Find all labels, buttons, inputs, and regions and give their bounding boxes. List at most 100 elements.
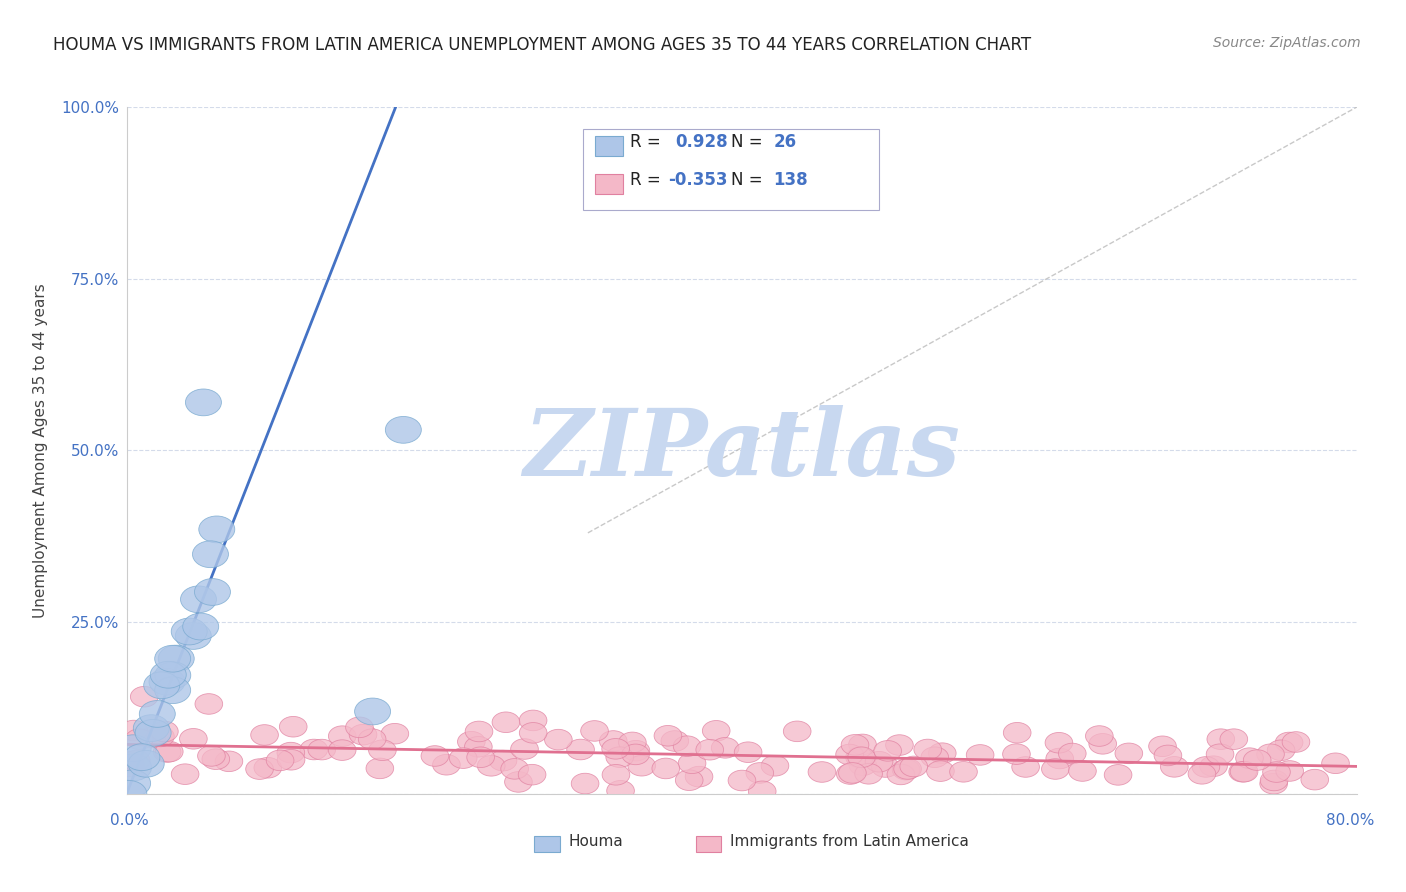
Ellipse shape: [1188, 764, 1216, 784]
Ellipse shape: [1199, 756, 1227, 777]
Y-axis label: Unemployment Among Ages 35 to 44 years: Unemployment Among Ages 35 to 44 years: [32, 283, 48, 618]
Ellipse shape: [673, 736, 702, 756]
Text: Houma: Houma: [568, 834, 623, 848]
Ellipse shape: [254, 757, 281, 778]
Ellipse shape: [381, 723, 409, 744]
Ellipse shape: [1115, 743, 1143, 764]
Ellipse shape: [567, 739, 595, 760]
Ellipse shape: [783, 721, 811, 741]
Ellipse shape: [1149, 736, 1177, 756]
Ellipse shape: [1260, 770, 1288, 790]
Ellipse shape: [329, 726, 356, 747]
Ellipse shape: [366, 758, 394, 779]
Ellipse shape: [875, 740, 901, 761]
Ellipse shape: [450, 747, 477, 768]
Ellipse shape: [193, 541, 228, 567]
Ellipse shape: [277, 749, 305, 770]
Ellipse shape: [1243, 750, 1271, 771]
Ellipse shape: [900, 756, 928, 777]
Ellipse shape: [808, 762, 835, 782]
Ellipse shape: [346, 717, 373, 738]
Ellipse shape: [1046, 748, 1074, 769]
Ellipse shape: [128, 750, 165, 777]
Ellipse shape: [115, 752, 143, 772]
Ellipse shape: [628, 756, 655, 776]
Ellipse shape: [928, 743, 956, 764]
Ellipse shape: [849, 755, 877, 775]
Ellipse shape: [621, 744, 650, 764]
Ellipse shape: [1301, 769, 1329, 790]
Ellipse shape: [1322, 753, 1350, 773]
Ellipse shape: [143, 672, 180, 698]
Ellipse shape: [153, 741, 181, 763]
Ellipse shape: [385, 417, 422, 443]
Ellipse shape: [111, 780, 146, 807]
Ellipse shape: [581, 721, 609, 741]
Ellipse shape: [886, 735, 914, 756]
Ellipse shape: [215, 751, 243, 772]
Ellipse shape: [607, 780, 634, 801]
Ellipse shape: [194, 579, 231, 606]
Ellipse shape: [734, 742, 762, 763]
Ellipse shape: [606, 747, 634, 767]
Ellipse shape: [652, 758, 679, 779]
Ellipse shape: [571, 773, 599, 794]
Ellipse shape: [198, 746, 225, 766]
Ellipse shape: [198, 516, 235, 542]
Ellipse shape: [1059, 743, 1085, 764]
Ellipse shape: [505, 772, 533, 792]
Ellipse shape: [464, 737, 492, 757]
Text: N =: N =: [731, 133, 762, 151]
Ellipse shape: [1230, 762, 1258, 782]
Ellipse shape: [489, 750, 517, 771]
Ellipse shape: [841, 734, 869, 756]
Ellipse shape: [696, 739, 724, 760]
Ellipse shape: [1257, 744, 1284, 764]
Ellipse shape: [195, 694, 222, 714]
Ellipse shape: [465, 721, 494, 742]
Ellipse shape: [349, 724, 377, 745]
Ellipse shape: [599, 731, 627, 751]
Ellipse shape: [1282, 731, 1310, 752]
Ellipse shape: [492, 712, 520, 732]
Ellipse shape: [927, 761, 955, 781]
Ellipse shape: [131, 687, 157, 707]
Ellipse shape: [837, 764, 865, 784]
Ellipse shape: [155, 645, 191, 672]
Ellipse shape: [661, 731, 689, 751]
Ellipse shape: [250, 724, 278, 746]
Ellipse shape: [602, 764, 630, 785]
Ellipse shape: [1275, 761, 1303, 781]
Ellipse shape: [510, 739, 538, 759]
Ellipse shape: [359, 729, 387, 749]
Ellipse shape: [139, 700, 176, 727]
Ellipse shape: [1220, 729, 1247, 749]
Ellipse shape: [848, 747, 876, 767]
Ellipse shape: [467, 747, 495, 767]
Ellipse shape: [855, 764, 883, 784]
Ellipse shape: [685, 766, 713, 787]
Ellipse shape: [156, 741, 183, 762]
Ellipse shape: [117, 756, 145, 777]
Ellipse shape: [299, 739, 328, 760]
Ellipse shape: [478, 756, 505, 776]
Ellipse shape: [159, 645, 194, 672]
Ellipse shape: [1263, 762, 1291, 782]
Ellipse shape: [266, 750, 294, 771]
Ellipse shape: [1012, 756, 1039, 777]
Ellipse shape: [1104, 764, 1132, 785]
Ellipse shape: [1206, 729, 1234, 749]
Ellipse shape: [872, 756, 900, 777]
Ellipse shape: [150, 661, 186, 688]
Ellipse shape: [115, 735, 152, 762]
Ellipse shape: [120, 720, 148, 741]
Ellipse shape: [180, 586, 217, 613]
Ellipse shape: [675, 770, 703, 790]
Ellipse shape: [619, 732, 647, 753]
Ellipse shape: [457, 731, 485, 752]
Ellipse shape: [420, 746, 449, 766]
Ellipse shape: [202, 749, 229, 770]
Text: HOUMA VS IMMIGRANTS FROM LATIN AMERICA UNEMPLOYMENT AMONG AGES 35 TO 44 YEARS CO: HOUMA VS IMMIGRANTS FROM LATIN AMERICA U…: [53, 36, 1032, 54]
Ellipse shape: [1192, 756, 1220, 777]
Ellipse shape: [835, 744, 863, 764]
